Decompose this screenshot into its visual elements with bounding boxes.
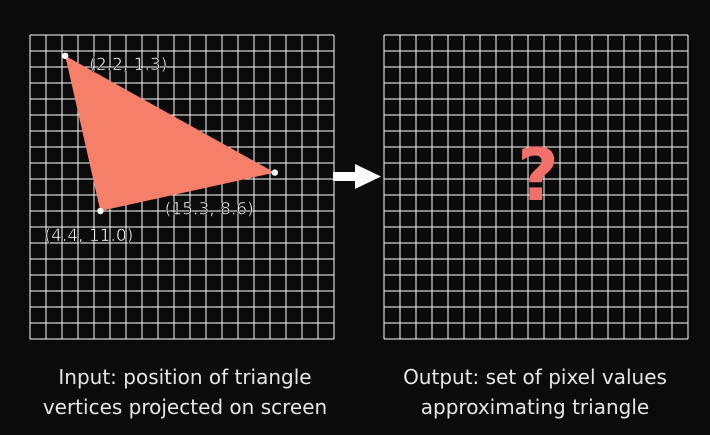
vertex-label: (2.2, 1.3) bbox=[89, 55, 167, 75]
input-caption-line2: vertices projected on screen bbox=[42, 395, 328, 419]
output-caption-line1: Output: set of pixel values bbox=[403, 365, 667, 389]
output-grid bbox=[383, 34, 689, 340]
vertex-label: (4.4, 11.0) bbox=[44, 226, 133, 246]
vertex-dot bbox=[61, 52, 69, 59]
output-caption-line2: approximating triangle bbox=[420, 395, 650, 419]
vertex-dots bbox=[61, 52, 278, 215]
output-caption: Output: set of pixel values approximatin… bbox=[375, 362, 695, 422]
vertex-dot bbox=[97, 207, 104, 215]
input-caption: Input: position of triangle vertices pro… bbox=[25, 362, 345, 422]
question-mark: ? bbox=[517, 133, 559, 217]
triangle-shape bbox=[65, 55, 275, 211]
vertex-label: (15.3, 8.6) bbox=[165, 200, 254, 220]
input-caption-line1: Input: position of triangle bbox=[58, 365, 312, 389]
vertex-labels: (2.2, 1.3) (15.3, 8.6) (4.4, 11.0) bbox=[44, 55, 254, 247]
vertex-dot bbox=[271, 169, 278, 176]
